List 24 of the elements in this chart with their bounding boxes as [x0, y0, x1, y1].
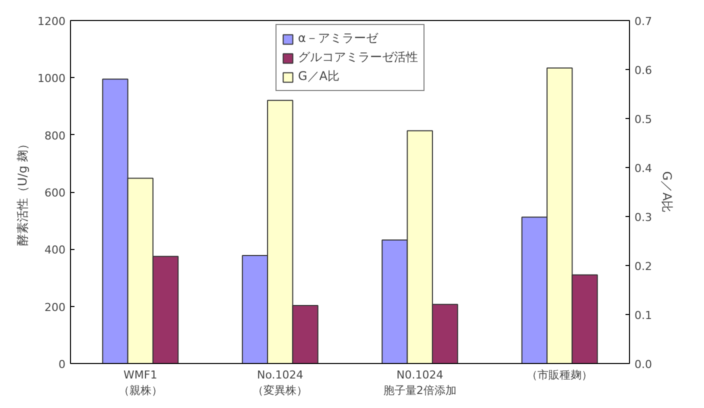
- y-tick-label: 800: [44, 129, 66, 142]
- x-tick-label: N0.1024 胞子量2倍添加: [383, 368, 456, 398]
- y2-tick-label: 0.1: [634, 309, 652, 322]
- x-tick-label: WMF1 （親株）: [118, 368, 162, 398]
- y-axis-title: 酵素活性（U/g 麹）: [16, 138, 30, 246]
- y2-tick-label: 0.0: [634, 358, 652, 371]
- legend-label: G／A比: [298, 68, 340, 85]
- y-tick-label: 1200: [38, 15, 66, 28]
- y2-tick-label: 0.3: [634, 211, 652, 224]
- y2-tick-label: 0.2: [634, 260, 652, 273]
- y2-tick-label: 0.6: [634, 64, 652, 77]
- x-tick-label: No.1024 （変異株）: [252, 368, 308, 398]
- y-tick-label: 600: [44, 186, 66, 200]
- legend-label: α－アミラーゼ: [298, 30, 378, 47]
- y-tick-label: 400: [44, 244, 66, 257]
- y-tick-label: 0: [58, 358, 66, 371]
- y-tick-label: 1000: [38, 72, 66, 86]
- y2-tick-label: 0.7: [634, 15, 652, 28]
- y-tick-label: 200: [44, 300, 66, 314]
- y2-tick-label: 0.5: [634, 113, 652, 126]
- y2-axis-title: G／A比: [660, 171, 674, 213]
- legend-label: グルコアミラーゼ活性: [298, 49, 418, 66]
- x-tick-label: （市販種麹）: [526, 368, 593, 382]
- y2-tick-label: 0.4: [634, 162, 652, 175]
